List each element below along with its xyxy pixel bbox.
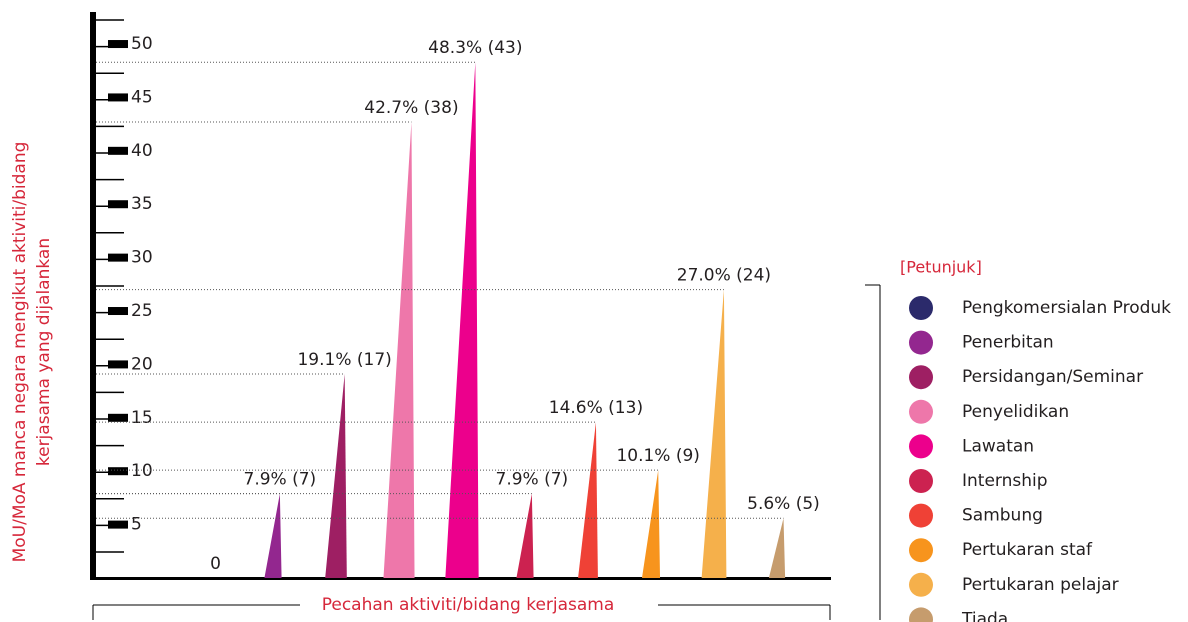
y-tick-label: 25 — [131, 301, 153, 321]
y-tick — [108, 253, 128, 262]
value-label: 27.0% (24) — [677, 266, 771, 286]
legend-swatch — [909, 469, 933, 493]
y-tick-label: 30 — [131, 248, 153, 268]
y-tick-label: 35 — [131, 194, 153, 214]
spike — [325, 374, 347, 578]
legend-swatch — [909, 572, 933, 597]
y-tick — [108, 520, 128, 529]
y-tick — [108, 467, 128, 476]
x-axis — [90, 577, 831, 580]
legend-label: Pertukaran pelajar — [962, 575, 1119, 595]
spike — [578, 422, 598, 578]
y-tick — [108, 413, 128, 422]
spike — [516, 493, 534, 578]
value-label: 7.9% (7) — [244, 470, 317, 490]
legend-swatch — [909, 503, 933, 528]
legend-label: Internship — [962, 471, 1048, 491]
y-tick-label: 10 — [131, 461, 153, 481]
y-tick — [108, 307, 128, 316]
legend-swatch — [909, 434, 933, 459]
y-tick — [108, 360, 128, 369]
value-label: 14.6% (13) — [549, 398, 643, 418]
legend-label: Sambung — [962, 506, 1043, 526]
spike — [768, 518, 786, 578]
value-label: 48.3% (43) — [428, 38, 522, 58]
legend-swatch — [909, 399, 933, 424]
y-tick-label: 15 — [131, 408, 153, 428]
legend-swatch — [909, 538, 933, 563]
x-bracket — [92, 604, 831, 620]
legend-title: [Petunjuk] — [900, 258, 982, 277]
y-axis-title: kerjasama yang dijalankan — [34, 238, 54, 466]
y-tick — [108, 200, 128, 209]
spike — [641, 470, 661, 578]
spike — [445, 62, 479, 579]
spike — [701, 289, 727, 578]
value-label: 5.6% (5) — [747, 494, 820, 514]
value-label: 0 — [210, 554, 221, 574]
legend-label: Persidangan/Seminar — [962, 367, 1143, 387]
y-tick-label: 40 — [131, 141, 153, 161]
legend-swatch — [909, 296, 933, 320]
y-tick — [108, 146, 128, 155]
legend-label: Penyelidikan — [962, 402, 1069, 422]
value-label: 10.1% (9) — [616, 446, 700, 466]
y-tick-label: 50 — [131, 34, 153, 54]
legend-swatch — [909, 330, 933, 355]
y-tick-label: 20 — [131, 354, 153, 374]
legend-label: Tiada — [961, 609, 1008, 622]
y-tick-label: 45 — [131, 87, 153, 107]
legend-label: Lawatan — [962, 436, 1034, 456]
value-label: 19.1% (17) — [297, 350, 391, 370]
value-label: 42.7% (38) — [364, 98, 458, 118]
legend-swatch — [909, 607, 933, 622]
y-tick — [108, 40, 128, 49]
legend-bracket — [865, 284, 881, 620]
spike — [264, 493, 282, 578]
legend-label: Pengkomersialan Produk — [962, 298, 1171, 318]
legend-label: Penerbitan — [962, 333, 1054, 353]
legend-swatch — [909, 365, 933, 390]
y-tick — [108, 93, 128, 102]
y-axis — [90, 12, 96, 580]
legend-label: Pertukaran staf — [962, 540, 1093, 560]
y-axis-title: MoU/MoA manca negara mengikut aktiviti/b… — [10, 142, 30, 563]
spike — [383, 121, 415, 579]
y-tick-label: 5 — [131, 515, 142, 535]
value-label: 7.9% (7) — [496, 470, 569, 490]
x-axis-title: Pecahan aktiviti/bidang kerjasama — [322, 595, 615, 615]
